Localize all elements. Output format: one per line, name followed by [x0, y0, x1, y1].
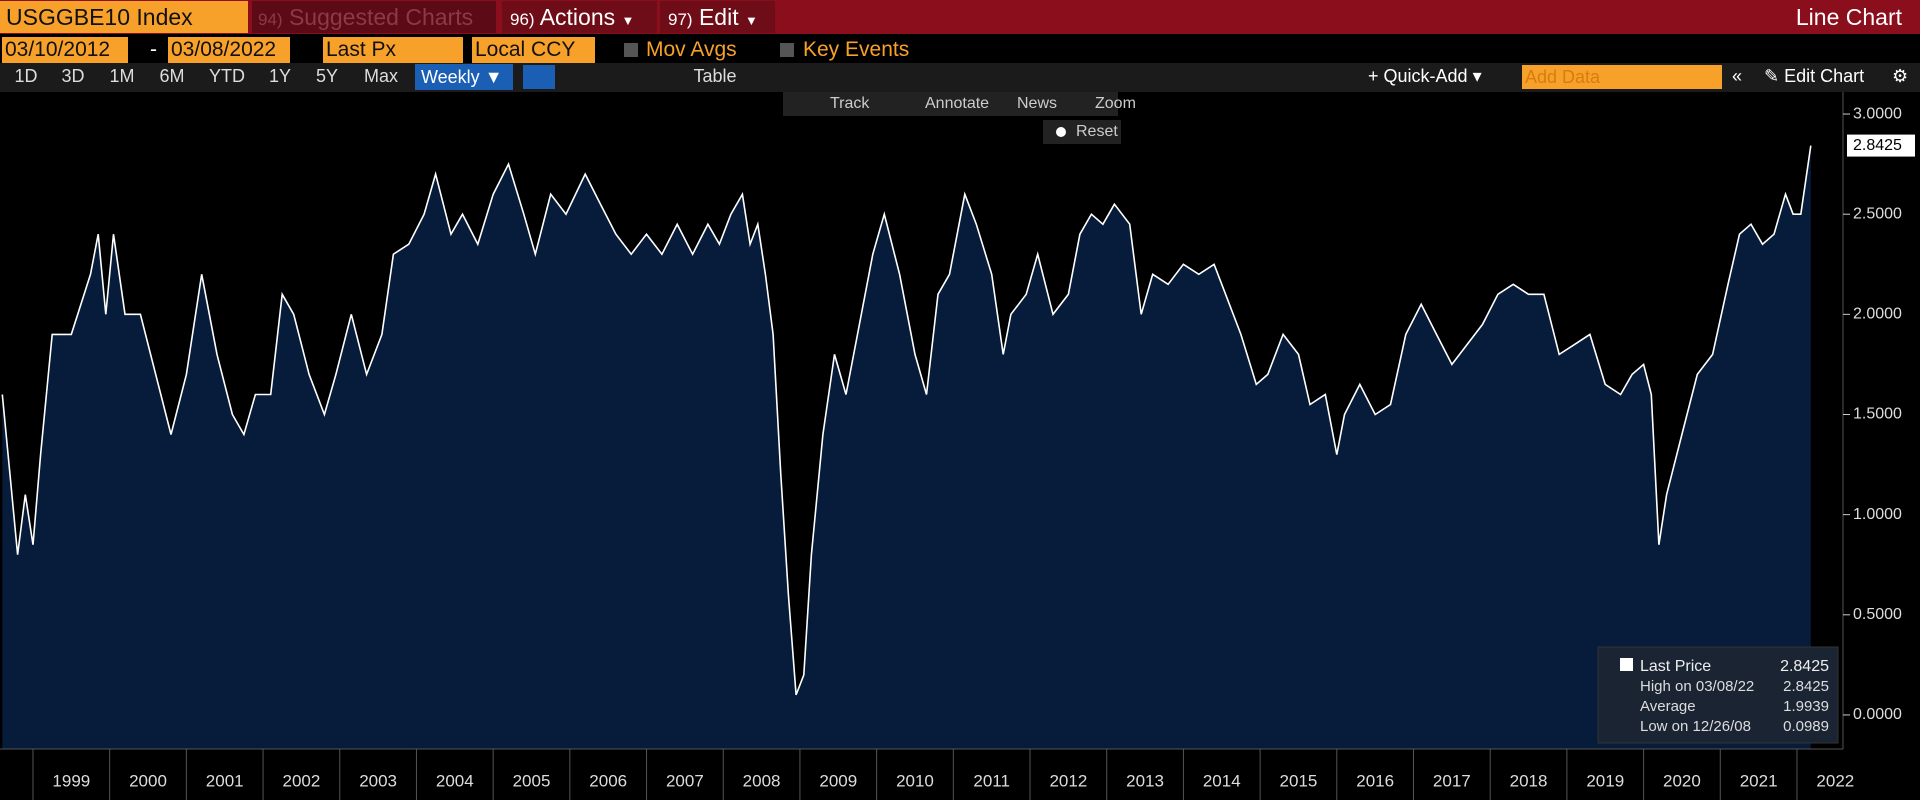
x-tick-label: 2014 — [1203, 771, 1241, 790]
x-tick-label: 2000 — [129, 771, 167, 790]
checkbox[interactable] — [624, 43, 638, 57]
edit-menu[interactable]: 97) Edit ▼ — [660, 1, 775, 33]
quick-add-label: Quick-Add — [1383, 66, 1468, 86]
collapse[interactable]: « — [1732, 66, 1743, 86]
legend-value: 2.8425 — [1780, 658, 1829, 675]
x-tick-label: 2021 — [1740, 771, 1778, 790]
key-events[interactable]: Key Events — [803, 38, 910, 61]
end-date[interactable]: 03/08/2022 — [168, 37, 290, 63]
menu-label: Actions — [539, 4, 616, 30]
x-tick-label: 2020 — [1663, 771, 1701, 790]
last-value-label: 2.8425 — [1853, 137, 1902, 154]
x-tick-label: 1999 — [52, 771, 90, 790]
x-tick-label: 2003 — [359, 771, 397, 790]
actions-menu[interactable]: 96) Actions ▼ — [502, 1, 657, 33]
legend-swatch — [1620, 658, 1633, 671]
stat-value: 0.0989 — [1783, 718, 1829, 735]
menu-num: 96) — [510, 10, 535, 29]
legend-label: Last Price — [1640, 658, 1711, 675]
period-button[interactable]: 1M — [109, 66, 135, 86]
x-tick-label: 2017 — [1433, 771, 1471, 790]
x-tick-label: 2006 — [589, 771, 627, 790]
x-tick-label: 2010 — [896, 771, 934, 790]
x-tick-label: 2007 — [666, 771, 704, 790]
x-tick-label: 2019 — [1586, 771, 1624, 790]
edit-chart-label: Edit Chart — [1784, 66, 1865, 86]
period-button[interactable]: 5Y — [315, 66, 339, 86]
dropdown-icon: ▼ — [621, 13, 635, 28]
quick-add[interactable]: + Quick-Add ▾ — [1368, 66, 1482, 86]
line — [1, 145, 1812, 696]
x-tick-label: 2011 — [973, 771, 1010, 790]
tool-button[interactable]: Track — [830, 95, 870, 112]
tools-box — [783, 92, 1118, 116]
legend-box — [1597, 646, 1839, 744]
reset-icon — [1056, 127, 1066, 137]
settings[interactable]: ⚙ — [1892, 66, 1909, 86]
x-tick-label: 2002 — [283, 771, 321, 790]
mov-avgs[interactable]: Mov Avgs — [646, 38, 737, 61]
stat-label: Average — [1640, 698, 1696, 715]
axis-band — [0, 749, 1920, 800]
date-separator: - — [150, 38, 157, 61]
legend: Last Price 2.8425 High on 03/08/22 2.8425 Av… — [1597, 646, 1839, 744]
period-button[interactable]: YTD — [209, 66, 245, 86]
menu-label: Suggested Charts — [288, 4, 474, 30]
period-button[interactable]: 1D — [14, 66, 38, 86]
chart: 0.0000 0.5000 1.0000 1.5000 2.0000 2.5000 3.00… — [0, 92, 1920, 800]
menu-num: 97) — [668, 10, 693, 29]
stat-value: 1.9939 — [1783, 698, 1829, 715]
frequency-label: Weekly — [421, 67, 480, 87]
menu-num: 94) — [258, 10, 283, 29]
edit-chart[interactable]: ✎ Edit Chart — [1764, 66, 1865, 86]
dropdown-icon: ▼ — [745, 13, 758, 28]
frequency[interactable]: Weekly ▼ — [415, 64, 513, 90]
period-button[interactable]: 1Y — [268, 66, 292, 86]
y-tick-label: 2.5000 — [1853, 205, 1902, 222]
stat-value: 2.8425 — [1783, 678, 1829, 695]
currency[interactable]: Local CCY — [472, 37, 595, 63]
period-button[interactable]: Max — [363, 66, 398, 86]
table-button[interactable]: Table — [693, 66, 737, 86]
x-tick-label: 2013 — [1126, 771, 1164, 790]
tool-button[interactable]: Annotate — [925, 95, 989, 112]
field[interactable]: Last Px — [323, 37, 463, 63]
x-tick-label: 2012 — [1049, 771, 1087, 790]
last-value-box — [1847, 134, 1915, 157]
period-button[interactable]: 3D — [61, 66, 85, 86]
x-tick-label: 2022 — [1816, 771, 1854, 790]
tool-button[interactable]: Zoom — [1095, 95, 1136, 112]
start-date[interactable]: 03/10/2012 — [2, 37, 128, 63]
stat-label: High on 03/08/22 — [1640, 678, 1754, 695]
tool-button[interactable]: News — [1017, 95, 1057, 112]
suggested-charts[interactable]: 94) Suggested Charts — [252, 1, 496, 33]
x-tick-label: 2004 — [436, 771, 474, 790]
x-tick-label: 2015 — [1280, 771, 1318, 790]
period-button[interactable]: 6M — [159, 66, 185, 86]
y-tick-label: 0.0000 — [1853, 706, 1902, 723]
x-tick-label: 2009 — [819, 771, 857, 790]
checkbox[interactable] — [780, 43, 794, 57]
x-tick-label: 2001 — [206, 771, 244, 790]
x-tick-label: 2016 — [1356, 771, 1394, 790]
line-icon[interactable] — [523, 65, 555, 89]
chart-type: Line Chart — [1795, 4, 1902, 30]
area — [2, 145, 1811, 750]
y-tick-label: 2.0000 — [1853, 306, 1902, 323]
reset-button: Reset — [1076, 123, 1118, 140]
x-tick-label: 2018 — [1510, 771, 1548, 790]
y-tick-label: 1.0000 — [1853, 506, 1902, 523]
y-tick-label: 3.0000 — [1853, 105, 1902, 122]
x-tick-label: 2008 — [743, 771, 781, 790]
y-tick-label: 0.5000 — [1853, 606, 1902, 623]
add-data[interactable]: Add Data — [1522, 65, 1722, 89]
x-tick-label: 2005 — [513, 771, 551, 790]
ticker[interactable]: USGGBE10 Index — [0, 1, 248, 33]
menu-label: Edit — [698, 4, 739, 30]
y-tick-label: 1.5000 — [1853, 406, 1902, 423]
stat-label: Low on 12/26/08 — [1640, 718, 1751, 735]
